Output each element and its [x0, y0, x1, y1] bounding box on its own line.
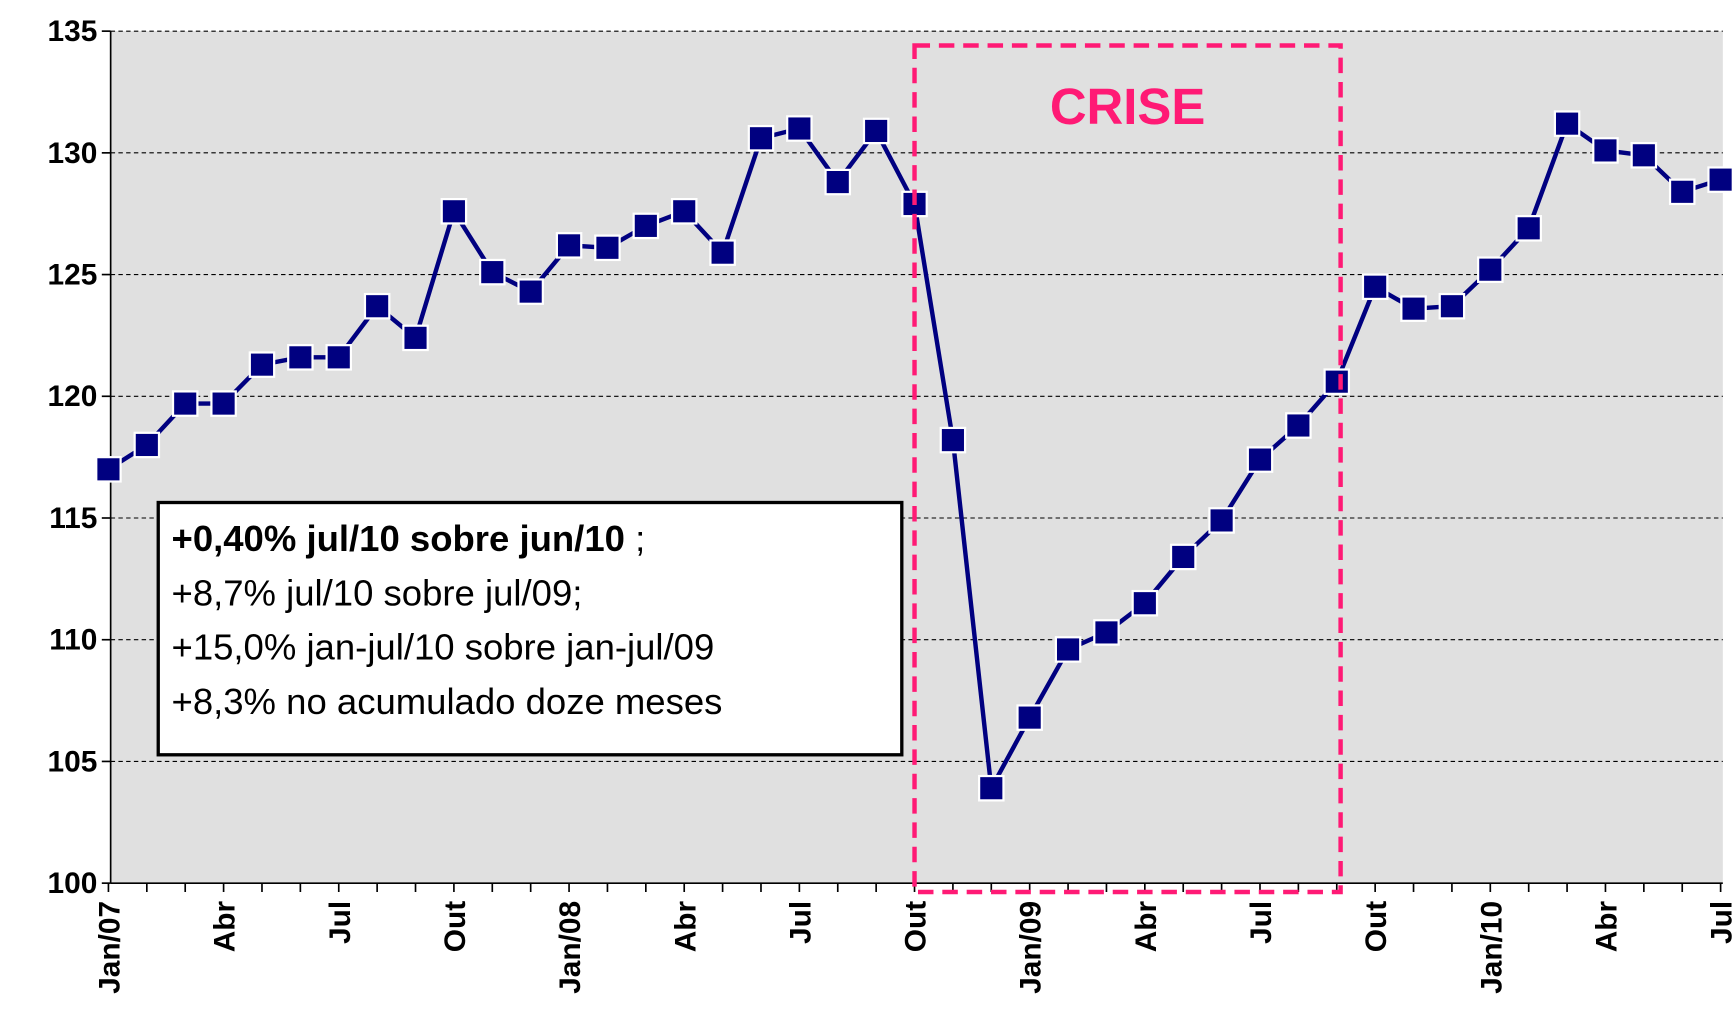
marker: [363, 292, 391, 320]
marker: [939, 426, 967, 454]
x-tick-label: Abr: [1591, 900, 1624, 952]
marker: [747, 124, 775, 152]
x-tick-label: Jan/10: [1475, 901, 1508, 994]
marker: [210, 390, 237, 417]
marker: [440, 197, 468, 225]
marker: [517, 278, 544, 305]
marker: [1668, 178, 1696, 206]
annotation-line: +15,0% jan-jul/10 sobre jan-jul/09: [172, 627, 715, 668]
marker: [632, 212, 660, 240]
annotation-bold: +0,40% jul/10 sobre jun/10: [172, 518, 625, 559]
y-tick-label: 125: [48, 259, 98, 292]
annotation-line: +8,7% jul/10 sobre jul/09;: [172, 572, 583, 613]
x-tick-label: Jul: [784, 901, 817, 944]
marker: [1592, 137, 1619, 164]
marker: [1131, 589, 1159, 617]
x-tick-label: Jul: [1245, 901, 1278, 944]
marker: [1016, 704, 1043, 731]
marker: [1438, 292, 1466, 320]
y-tick-label: 105: [48, 745, 98, 778]
marker: [95, 456, 122, 483]
annotation-line: +8,3% no acumulado doze meses: [172, 681, 723, 722]
x-tick-label: Out: [1360, 901, 1393, 952]
marker: [1477, 256, 1504, 283]
marker: [402, 324, 429, 352]
x-tick-label: Abr: [669, 900, 702, 952]
marker: [1515, 215, 1542, 242]
annotation-suffix: ;: [625, 518, 645, 559]
y-tick-label: 130: [48, 137, 98, 170]
marker: [978, 774, 1005, 802]
marker: [248, 351, 276, 378]
marker: [1093, 619, 1120, 646]
marker: [555, 232, 583, 259]
marker: [1707, 166, 1734, 193]
marker: [786, 115, 813, 142]
x-tick-label: Abr: [209, 900, 242, 952]
y-tick-label: 115: [49, 502, 97, 535]
overlay: CRISE +0,40% jul/10 sobre jun/10 ; +8,7% j…: [156, 43, 1343, 895]
y-tick-label: 110: [49, 624, 97, 657]
marker: [479, 258, 506, 286]
marker: [670, 197, 698, 225]
marker: [1630, 142, 1658, 169]
y-tick-label: 120: [48, 380, 98, 413]
marker: [1054, 636, 1082, 663]
marker: [1361, 273, 1389, 301]
marker: [1323, 368, 1351, 395]
x-tick-label: Abr: [1130, 900, 1163, 952]
x-tick-label: Jan/09: [1015, 901, 1048, 994]
y-tick-label: 100: [48, 867, 98, 900]
highlight-label: CRISE: [1050, 78, 1205, 135]
highlight-box: [912, 43, 1343, 895]
marker: [862, 117, 890, 145]
marker: [709, 239, 736, 266]
x-tick-label: Out: [900, 901, 933, 952]
marker: [325, 344, 353, 371]
y-tick-label: 135: [48, 15, 98, 48]
marker: [133, 431, 161, 459]
marker: [1208, 507, 1235, 534]
marker: [594, 234, 621, 262]
marker: [1285, 412, 1312, 439]
marker: [824, 168, 852, 196]
marker: [1169, 543, 1197, 571]
x-tick-label: Jan/08: [554, 901, 587, 994]
x-tick-label: Out: [439, 901, 472, 952]
marks: [95, 110, 1734, 802]
x-tick-label: Jan/07: [94, 901, 127, 994]
marker: [287, 344, 314, 371]
marker: [1553, 110, 1581, 137]
marker: [1246, 446, 1274, 473]
marker: [1400, 295, 1427, 322]
annotation-line: +0,40% jul/10 sobre jun/10 ;: [172, 518, 646, 559]
x-tick-label: Jul: [324, 901, 357, 944]
x-tick-label: Jul: [1706, 901, 1735, 944]
marker: [171, 390, 199, 417]
annotation-box: [156, 500, 904, 757]
